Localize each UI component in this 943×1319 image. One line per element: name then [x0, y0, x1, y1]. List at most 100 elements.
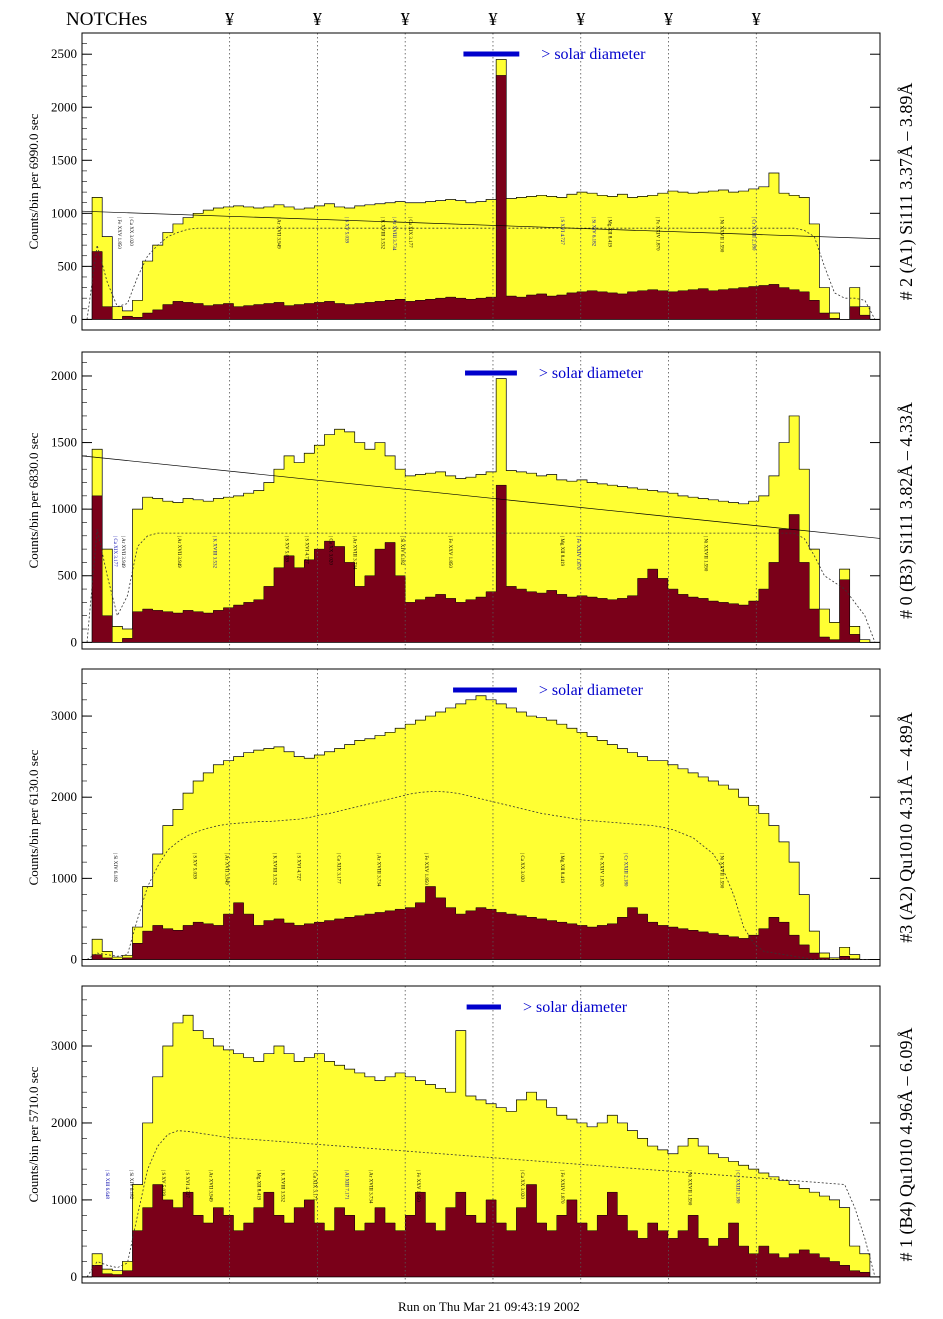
total-counts-histogram: [82, 1014, 880, 1278]
spectral-line-label: | S XVI 4.727: [303, 536, 308, 564]
y-tick-label: 0: [71, 1269, 78, 1284]
total-counts-histogram: [82, 59, 880, 320]
spectral-line-label: | Si XIV 6.182: [128, 1170, 133, 1199]
spectral-line-label: | Al XIII 7.171: [343, 1170, 348, 1200]
spectral-line-label: | Cr XXIII 2.180: [734, 1170, 739, 1204]
plot-area: | Ca XIX 3.177 | Ar XVII 3.949 | Ar XVII 3…: [82, 352, 880, 649]
y-tick-label: 1000: [51, 1192, 77, 1207]
solar-diameter-label: > solar diameter: [523, 999, 628, 1016]
spectral-line-label: | Fe XXV 1.850: [116, 217, 121, 249]
y-tick-label: 1500: [51, 435, 77, 450]
y-tick-label: 0: [71, 311, 78, 326]
plot-frame: [81, 351, 881, 650]
background-counts-histogram: [82, 1184, 880, 1278]
panel-title: # 2 (A1) Si111 3.37Å – 3.89Å: [896, 83, 917, 301]
spectral-line-label: | S XV 5.039: [192, 853, 197, 879]
plot-area: | Si XIII 6.648 | Si XIV 6.182 | S XV 5.03…: [82, 986, 880, 1283]
smoothed-model-curve: [86, 529, 876, 643]
y-tick-label: 3000: [51, 708, 77, 723]
spectral-line-label: | Ar XVIII 3.734: [351, 536, 356, 570]
spectral-line-label: | S XVI 4.727: [184, 1170, 189, 1198]
notch-marker: ¥: [225, 9, 234, 29]
spectral-line-label: | Mg XII 8.419: [559, 536, 564, 566]
notch-marker: ¥: [401, 9, 410, 29]
total-counts-histogram: [82, 695, 880, 960]
panel-title: # 0 (B3) Si111 3.82Å – 4.33Å: [896, 402, 917, 619]
spectrum-panel: | Si XIII 6.648 | Si XIV 6.182 | S XV 5.03…: [26, 985, 917, 1284]
spectral-line-label: | Ca XX 3.020: [128, 217, 133, 246]
y-tick-label: 2000: [51, 1115, 77, 1130]
spectral-line-label: | S XV 5.039: [283, 536, 288, 562]
spectral-line-label: | Ar XVII 3.949: [120, 536, 125, 568]
y-axis-label: Counts/bin per 6830.0 sec: [26, 432, 41, 568]
spectral-line-label: | Cr XXIII 2.180: [750, 217, 755, 251]
spectral-line-label: | S XV 5.039: [160, 1170, 165, 1196]
spectral-line-label: | Mg XII 8.419: [559, 853, 564, 883]
panel-title: #3 (A2) Qu1010 4.31Å – 4.89Å: [896, 712, 917, 942]
spectral-line-label: | K XVIII 3.532: [212, 536, 217, 568]
spectral-line-label: | Ar XVIII 3.734: [391, 217, 396, 251]
background-counts-histogram: [82, 484, 880, 643]
spectral-line-label: | K XVIII 3.532: [280, 1170, 285, 1202]
y-tick-label: 500: [58, 258, 78, 273]
background-counts-histogram: [82, 75, 880, 320]
spectral-line-label: | Fe XXIV 1.870: [575, 536, 580, 570]
spectral-line-label: | Ar XVII 3.949: [176, 536, 181, 568]
y-axis-label: Counts/bin per 5710.0 sec: [26, 1066, 41, 1202]
panels: | Fe XXV 1.850 | Ca XX 3.020 | Ar XVII 3.9…: [26, 32, 917, 1284]
trend-line: [82, 455, 880, 539]
y-tick-label: 1000: [51, 870, 77, 885]
y-tick-label: 500: [58, 568, 78, 583]
spectral-line-label: | Mg XII 8.419: [607, 217, 612, 247]
y-axis-label: Counts/bin per 6990.0 sec: [26, 113, 41, 249]
spectrum-panel: | Fe XXV 1.850 | Ca XX 3.020 | Ar XVII 3.9…: [26, 32, 917, 331]
spectral-line-label: | Ca XIX 3.177: [335, 853, 340, 884]
spectral-line-label: | Ca XIX 3.177: [407, 217, 412, 248]
spectral-line-label: | Si XIV 6.182: [399, 536, 404, 565]
spectral-line-label: | Ca XIX 3.177: [311, 1170, 316, 1201]
spectral-line-label: | Fe XXIV 1.870: [559, 1170, 564, 1204]
y-tick-label: 1000: [51, 205, 77, 220]
spectral-line-label: | Fe XXV 1.850: [423, 853, 428, 885]
spectral-line-label: | Fe XXV 1.850: [415, 1170, 420, 1202]
smoothed-model-curve: [86, 1130, 876, 1278]
background-counts-histogram: [82, 886, 880, 960]
y-tick-label: 2500: [51, 46, 77, 61]
spectral-line-label: | Ca XX 3.020: [519, 853, 524, 882]
spectral-line-label: | Cr XXIII 2.180: [623, 853, 628, 887]
spectral-line-label: | Ca XIX 3.177: [112, 536, 117, 567]
spectral-line-label: | K XVIII 3.532: [272, 853, 277, 885]
run-timestamp: Run on Thu Mar 21 09:43:19 2002: [398, 1299, 580, 1314]
spectral-line-label: | S XVI 4.727: [559, 217, 564, 245]
y-tick-label: 0: [71, 952, 78, 967]
spectrum-panel: | Si XIV 6.182 | S XV 5.039 | Ar XVII 3.94…: [26, 668, 917, 967]
spectral-line-label: | Ca XX 3.020: [327, 536, 332, 565]
smoothed-model-curve: [86, 227, 876, 320]
spectral-line-label: | Si XIII 6.648: [104, 1170, 109, 1199]
spectral-line-label: | S XVI 4.727: [295, 853, 300, 881]
spectral-line-label: | Ca XX 3.020: [519, 1170, 524, 1199]
spectral-line-label: | Si XIV 6.182: [591, 217, 596, 246]
spectral-line-label: | Si XIV 6.182: [112, 853, 117, 882]
spectral-line-label: | S XV 5.039: [343, 217, 348, 243]
spectral-line-label: | Ar XVIII 3.734: [375, 853, 380, 887]
spectral-line-label: | Ni XXVII 1.590: [718, 853, 723, 889]
spectral-line-label: | Ni XXVII 1.590: [702, 536, 707, 572]
spectral-line-label: | Ni XXVII 1.590: [686, 1170, 691, 1206]
plot-frame: [81, 668, 881, 967]
y-tick-label: 1500: [51, 152, 77, 167]
plot-area: | Fe XXV 1.850 | Ca XX 3.020 | Ar XVII 3.9…: [82, 33, 880, 330]
spectral-line-label: | Ar XVIII 3.734: [367, 1170, 372, 1204]
notch-marker: ¥: [752, 9, 761, 29]
y-tick-label: 2000: [51, 99, 77, 114]
y-axis-label: Counts/bin per 6130.0 sec: [26, 749, 41, 885]
spectral-line-label: | Mg XII 8.419: [256, 1170, 261, 1200]
spectral-line-label: | Ar XVII 3.949: [224, 853, 229, 885]
spectral-line-label: | Ar XVII 3.949: [208, 1170, 213, 1202]
spectrum-panel: | Ca XIX 3.177 | Ar XVII 3.949 | Ar XVII 3…: [26, 351, 917, 650]
spectral-line-label: | Ar XVII 3.949: [276, 217, 281, 249]
notches-header: NOTCHes ¥ ¥ ¥ ¥ ¥ ¥ ¥: [66, 9, 761, 30]
notch-marker: ¥: [576, 9, 585, 29]
y-tick-label: 2000: [51, 368, 77, 383]
